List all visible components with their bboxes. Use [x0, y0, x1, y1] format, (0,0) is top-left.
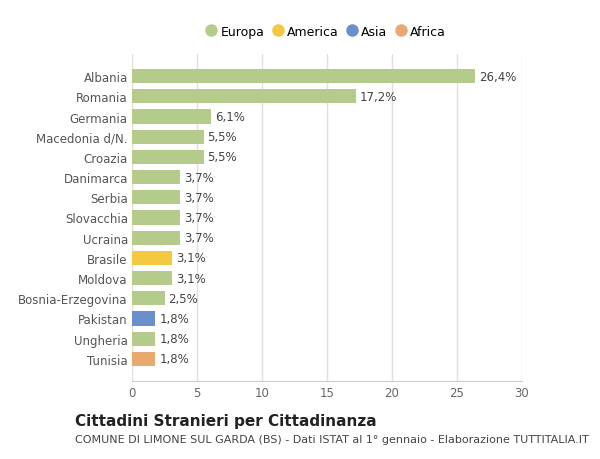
Bar	[132, 110, 211, 124]
Text: 3,7%: 3,7%	[184, 232, 214, 245]
Bar	[132, 130, 203, 145]
Text: 26,4%: 26,4%	[479, 71, 517, 84]
Text: 2,5%: 2,5%	[169, 292, 198, 305]
Bar	[132, 90, 356, 104]
Bar	[132, 251, 172, 265]
Text: 6,1%: 6,1%	[215, 111, 245, 124]
Text: Cittadini Stranieri per Cittadinanza: Cittadini Stranieri per Cittadinanza	[75, 413, 377, 428]
Bar	[132, 231, 180, 245]
Bar	[132, 191, 180, 205]
Bar	[132, 171, 180, 185]
Bar	[132, 312, 155, 326]
Text: 5,5%: 5,5%	[208, 131, 237, 144]
Text: 17,2%: 17,2%	[359, 90, 397, 104]
Bar	[132, 211, 180, 225]
Bar	[132, 332, 155, 346]
Text: 3,1%: 3,1%	[176, 272, 206, 285]
Text: 1,8%: 1,8%	[160, 312, 189, 325]
Bar	[132, 291, 164, 306]
Legend: Europa, America, Asia, Africa: Europa, America, Asia, Africa	[205, 22, 449, 43]
Text: 5,5%: 5,5%	[208, 151, 237, 164]
Text: 3,1%: 3,1%	[176, 252, 206, 265]
Text: 3,7%: 3,7%	[184, 191, 214, 204]
Text: 3,7%: 3,7%	[184, 171, 214, 184]
Text: 1,8%: 1,8%	[160, 332, 189, 346]
Bar	[132, 70, 475, 84]
Text: 3,7%: 3,7%	[184, 212, 214, 224]
Text: 1,8%: 1,8%	[160, 353, 189, 365]
Bar	[132, 271, 172, 285]
Text: COMUNE DI LIMONE SUL GARDA (BS) - Dati ISTAT al 1° gennaio - Elaborazione TUTTIT: COMUNE DI LIMONE SUL GARDA (BS) - Dati I…	[75, 434, 589, 444]
Bar	[132, 352, 155, 366]
Bar	[132, 151, 203, 165]
